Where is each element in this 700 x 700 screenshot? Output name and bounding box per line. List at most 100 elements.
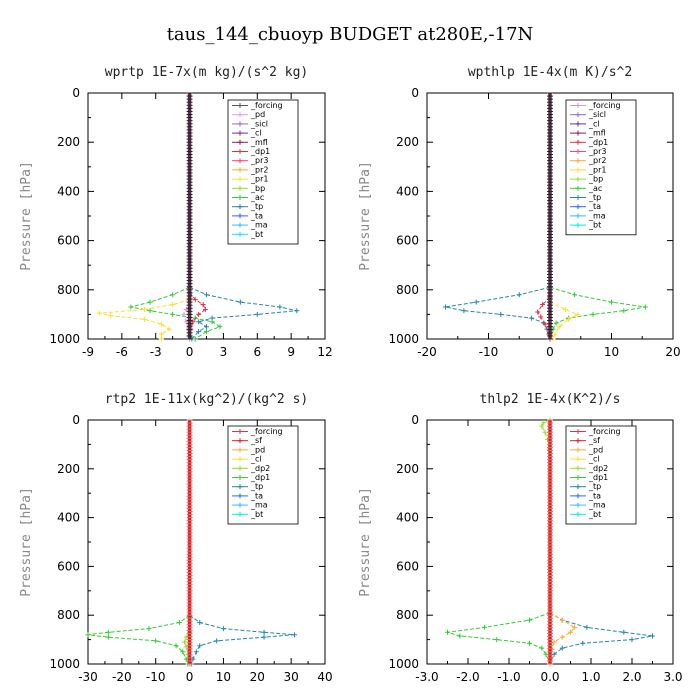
data-point_pr1 — [158, 321, 164, 327]
data-point_dp1 — [202, 306, 208, 312]
data-point_ac — [621, 308, 627, 314]
legend-marker — [237, 493, 243, 499]
data-point_dp1 — [542, 321, 548, 327]
legend-label: _pr1 — [588, 165, 606, 174]
panel-title: wprtp 1E-7x(m kg)/(s^2 kg) — [105, 65, 309, 80]
data-point_ac — [553, 320, 559, 326]
legend-marker — [575, 465, 581, 471]
x-tick-label: -30 — [78, 670, 98, 684]
data-point_pd — [572, 624, 578, 630]
panel-title: wpthlp 1E-4x(m K)/s^2 — [468, 65, 632, 80]
data-point_tp — [292, 632, 298, 638]
legend-marker — [237, 511, 243, 517]
legend-marker — [237, 231, 243, 237]
y-tick-label: 600 — [396, 234, 419, 248]
data-point_pr1 — [158, 336, 164, 342]
y-tick-label: 200 — [57, 135, 80, 149]
legend-label: _tp — [250, 202, 263, 211]
series-line_pr1 — [99, 299, 190, 339]
figure-title: taus_144_cbuoyp BUDGET at280E,-17N — [167, 24, 534, 45]
data-point_tp — [193, 649, 199, 655]
legend-label: _bt — [250, 230, 263, 239]
legend-marker — [237, 167, 243, 173]
legend-marker — [575, 438, 581, 444]
data-point_dp1 — [105, 629, 111, 635]
y-tick-label: 1000 — [49, 332, 80, 346]
data-point_tp — [197, 620, 203, 626]
y-tick-label: 800 — [57, 283, 80, 297]
data-point_tp — [629, 637, 635, 643]
data-point_tp — [516, 292, 522, 298]
x-tick-label: 0 — [186, 345, 194, 359]
data-point_ac — [170, 311, 176, 317]
legend-label: _pr1 — [250, 175, 268, 184]
legend-label: _bt — [588, 510, 601, 519]
data-point_pd — [551, 639, 557, 645]
series-line_tp — [549, 612, 653, 665]
data-point_pd — [568, 629, 573, 635]
series-line_pr1 — [549, 301, 579, 340]
legend-marker — [575, 456, 581, 462]
legend-marker — [575, 204, 581, 210]
legend-marker — [237, 195, 243, 200]
x-tick-label: 1.0 — [581, 670, 600, 684]
series-line_dp1 — [87, 614, 190, 665]
data-point_dp2 — [541, 419, 547, 425]
data-point_tp — [214, 638, 220, 644]
data-point_pr1 — [170, 302, 176, 308]
legend-marker — [237, 438, 243, 444]
y-tick-label: 1000 — [388, 657, 419, 671]
data-point_pr1 — [575, 311, 581, 317]
x-tick-label: 20 — [250, 670, 265, 684]
x-tick-label: 0 — [546, 345, 554, 359]
series-line_dp1 — [447, 612, 551, 665]
x-tick-label: -10 — [146, 670, 166, 684]
legend-label: _ma — [588, 501, 606, 510]
legend-marker — [575, 121, 581, 127]
data-point_tp — [277, 304, 283, 310]
data-point_dp1 — [543, 651, 549, 657]
legend-marker — [575, 475, 581, 480]
legend-marker — [237, 502, 243, 508]
y-tick-label: 600 — [396, 559, 419, 573]
panel-1: wprtp 1E-7x(m kg)/(s^2 kg) Pressure [hPa]… — [19, 65, 333, 359]
data-point_dp1 — [85, 632, 91, 638]
data-point_pr1 — [552, 331, 558, 337]
data-point_ac — [609, 299, 614, 305]
y-tick-label: 400 — [57, 184, 80, 198]
legend-label: _dp1 — [588, 473, 608, 482]
data-point_tp — [498, 311, 504, 317]
data-point_pr1 — [158, 331, 164, 337]
legend-label: _dp1 — [250, 473, 270, 482]
data-point_pd — [559, 634, 565, 640]
legend-label: _ta — [250, 211, 263, 220]
data-point_tp — [461, 308, 467, 314]
x-tick-label: -9 — [82, 345, 94, 359]
data-point_dp1 — [538, 314, 544, 320]
data-point_dp1 — [527, 640, 532, 646]
data-point_dp1 — [539, 645, 545, 651]
legend-label: _bp — [250, 184, 265, 193]
data-point_tp — [650, 633, 655, 639]
y-tick-label: 0 — [411, 413, 419, 427]
legend-label: _tp — [588, 193, 601, 202]
data-point_pr1 — [565, 316, 571, 322]
x-tick-label: -3.0 — [415, 670, 438, 684]
legend-marker — [237, 121, 243, 127]
legend-marker — [575, 158, 581, 164]
legend-marker — [237, 222, 243, 228]
x-tick-label: 0 — [186, 670, 194, 684]
data-point_dp2 — [539, 423, 545, 429]
legend-marker — [237, 176, 243, 182]
x-tick-label: -1.0 — [497, 670, 520, 684]
data-point_tp — [551, 651, 557, 657]
legend-marker — [575, 103, 581, 108]
x-tick-label: 10 — [604, 345, 619, 359]
panel-title: thlp2 1E-4x(K^2)/s — [480, 392, 621, 407]
x-tick-label: 9 — [287, 345, 295, 359]
x-tick-label: -3 — [150, 345, 162, 359]
series-line_ac — [549, 286, 646, 340]
panel-4: thlp2 1E-4x(K^2)/s Pressure [hPa] -3.0 -2.0… — [358, 392, 683, 684]
legend-marker — [237, 429, 243, 434]
data-point_tp — [196, 329, 202, 335]
